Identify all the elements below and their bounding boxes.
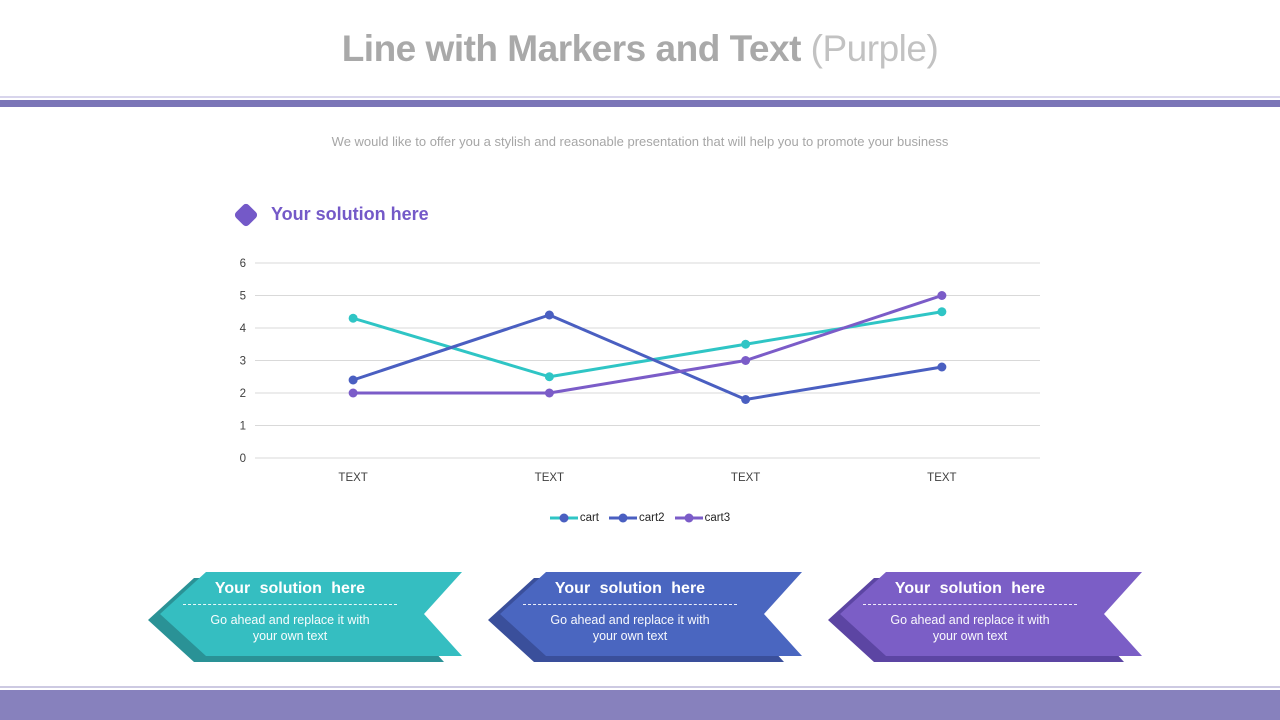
dashed-separator [863,604,1077,605]
svg-text:TEXT: TEXT [927,472,956,484]
chart-legend: cart cart2 cart3 [0,512,1280,524]
svg-text:2: 2 [240,388,246,400]
banner-body-line1: Go ahead and replace it with [890,613,1050,627]
header-divider-bar [0,100,1280,107]
diamond-icon [233,201,259,228]
banner-body-line2: your own text [252,629,328,643]
banner-arrow-shape [488,572,802,662]
banner-body: Go ahead and replace it with your own te… [515,612,745,644]
banner-body: Go ahead and replace it with your own te… [175,612,405,644]
page-title: Line with Markers and Text (Purple) [0,28,1280,70]
subtitle-text: We would like to offer you a stylish and… [331,134,949,149]
dashed-separator [183,604,397,605]
banner-purple[interactable]: Your solution here Go ahead and replace … [820,568,1150,668]
svg-text:1: 1 [240,421,246,433]
legend-swatch-icon [609,513,637,523]
svg-text:TEXT: TEXT [338,472,367,484]
header-divider-light [0,96,1280,98]
svg-text:4: 4 [240,323,247,335]
page-title-main: Line with Markers and Text [341,28,802,69]
legend-swatch-icon [674,513,703,523]
banner-blue[interactable]: Your solution here Go ahead and replace … [480,568,810,668]
banner-body-line2: your own text [592,629,668,643]
section-heading-label: Your solution here [271,204,429,224]
section-heading: Your solution here [233,201,429,228]
banner-arrow-shape [828,572,1142,662]
line-chart: 0 1 2 3 4 5 6 TEXT TEXT TEXT TEXT [230,253,1060,498]
banner-content: Your solution here Go ahead and replace … [855,578,1085,644]
legend-label: cart2 [639,512,665,524]
banner-title: Your solution here [894,580,1046,597]
footer-divider-line [0,686,1280,688]
banner-body-line2: your own text [932,629,1008,643]
banner-arrow-shape [148,572,462,662]
svg-text:TEXT: TEXT [731,472,760,484]
legend-swatch-icon [549,513,578,523]
banner-body-line1: Go ahead and replace it with [550,613,710,627]
banner-teal[interactable]: Your solution here Go ahead and replace … [140,568,470,668]
svg-text:0: 0 [240,453,246,465]
dashed-separator [523,604,737,605]
legend-item-cart3: cart3 [674,512,731,524]
svg-text:TEXT: TEXT [535,472,564,484]
legend-label: cart3 [704,512,731,524]
banner-body: Go ahead and replace it with your own te… [855,612,1085,644]
banner-title: Your solution here [554,580,706,597]
banner-content: Your solution here Go ahead and replace … [175,578,405,644]
svg-text:6: 6 [240,258,246,270]
banner-body-line1: Go ahead and replace it with [210,613,370,627]
banner-content: Your solution here Go ahead and replace … [515,578,745,644]
legend-item-cart: cart [549,512,599,524]
svg-text:3: 3 [240,356,246,368]
page-title-suffix: (Purple) [800,28,939,69]
footer-bar [0,690,1280,720]
legend-item-cart2: cart2 [609,512,665,524]
line-chart-canvas: 0 1 2 3 4 5 6 TEXT TEXT TEXT TEXT [240,258,1040,484]
banner-title: Your solution here [214,580,366,597]
legend-label: cart [579,512,599,524]
svg-text:5: 5 [240,291,246,303]
